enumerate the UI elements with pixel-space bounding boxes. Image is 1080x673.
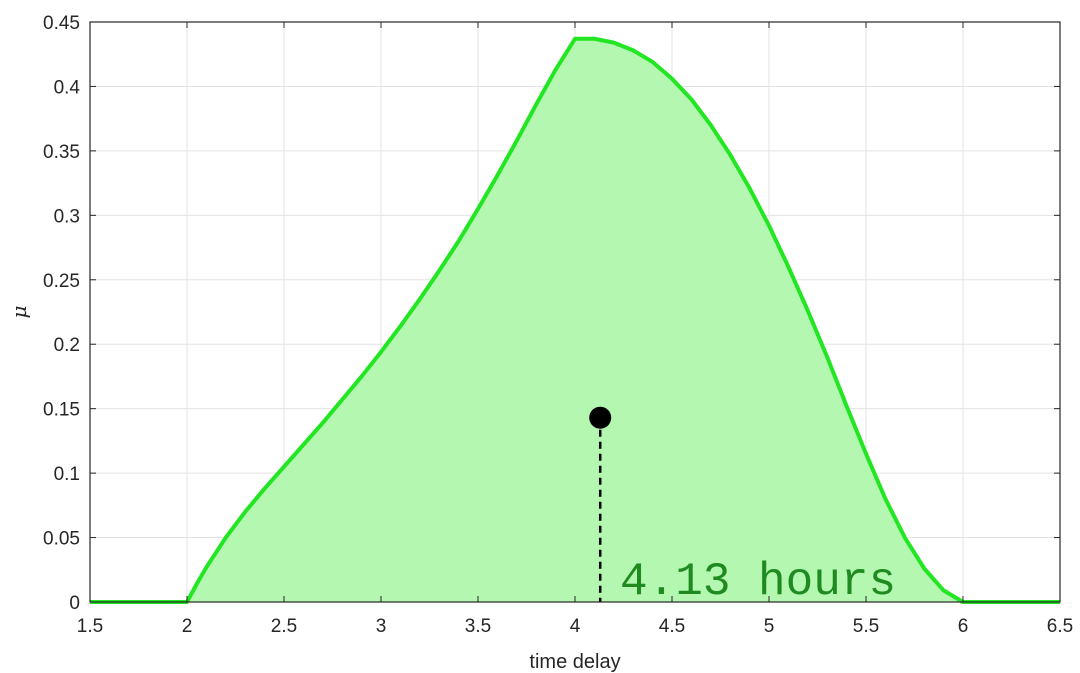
x-tick-label: 4 [570,616,581,637]
centroid-annotation: 4.13 hours [620,556,896,608]
x-tick-label: 3 [376,616,387,637]
x-tick-label: 5.5 [853,616,879,637]
x-axis-label: time delay [529,651,620,673]
y-tick-label: 0.45 [43,13,80,34]
x-tick-label: 2 [182,616,193,637]
x-axis-ticks: 1.5 2 2.5 3 3.5 4 4.5 5 5.5 6 6.5 [77,22,1073,637]
y-tick-label: 0.05 [43,529,80,550]
y-tick-label: 0.35 [43,142,80,163]
membership-area [90,38,1060,602]
x-tick-label: 1.5 [77,616,103,637]
y-tick-label: 0.4 [54,77,81,98]
x-tick-label: 2.5 [271,616,297,637]
y-tick-label: 0.25 [43,271,80,292]
x-tick-label: 5 [764,616,775,637]
x-tick-label: 3.5 [465,616,491,637]
y-axis-ticks: 0 0.05 0.1 0.15 0.2 0.25 0.3 0.35 0.4 0.45 [43,13,1060,614]
y-tick-label: 0.3 [54,206,80,227]
centroid-marker [589,406,612,429]
y-tick-label: 0.1 [54,464,80,485]
x-tick-label: 6 [958,616,969,637]
y-tick-label: 0 [69,593,80,614]
membership-curve [90,36,1060,604]
x-tick-label: 6.5 [1047,616,1073,637]
x-tick-label: 4.5 [659,616,685,637]
y-tick-label: 0.15 [43,400,80,421]
y-axis-label: μ [7,306,31,319]
y-tick-label: 0.2 [54,335,80,356]
